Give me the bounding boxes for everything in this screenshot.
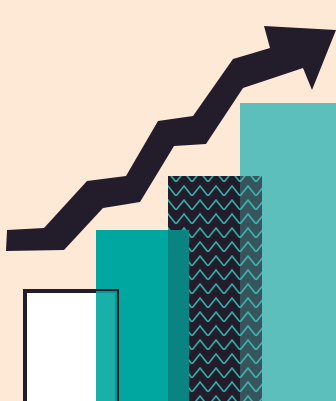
bar-1 [23, 289, 119, 401]
trend-up-arrow-icon [6, 26, 336, 251]
bar-3 [168, 176, 262, 401]
